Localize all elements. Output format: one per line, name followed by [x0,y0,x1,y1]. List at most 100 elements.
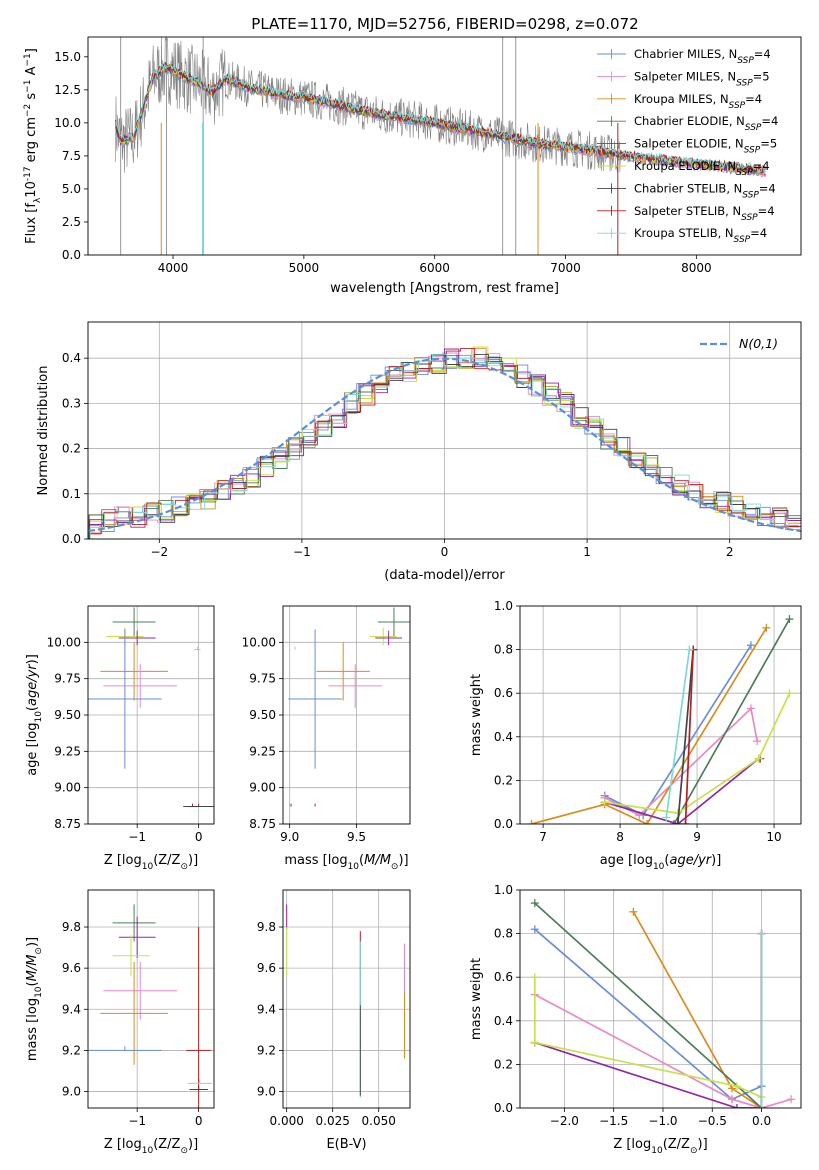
series-chabrier-elodie [673,618,791,824]
x-tick-label: 7 [539,830,547,844]
y-tick-label: 0.0 [62,532,81,546]
label-part: SSP [737,56,754,66]
label-part: mass [log [25,998,40,1061]
axes-frame [282,889,411,1109]
histogram-kroupa-miles [88,347,800,534]
x-tick-label: 10 [766,830,781,844]
y-tick-label: 0.1 [62,487,81,501]
label-part: age [log [600,853,653,868]
x-tick-label: 8000 [681,261,712,275]
y-tick-label: 10.00 [47,635,81,649]
label-part: =4 [754,47,771,61]
label-part: =4 [759,181,776,195]
label-part: ⊙ [180,1146,188,1156]
y-tick-label: 9.75 [54,672,81,686]
x-tick-label: −1.0 [648,1114,677,1128]
axes-frame [282,605,411,825]
label-part: Salpeter ELODIE, N [634,137,744,151]
label-part: ( [25,981,40,986]
label-part: ⊙ [391,862,399,872]
label-part: 10 [142,1146,154,1156]
series-chabrier-stelib [676,649,695,824]
panel-1: 4000 5000 6000 7000 8000 0.0 2.5 5.0 7.5 10.0 12.5… [23,36,802,296]
legend-entry: Kroupa STELIB, NSSP=4 [634,226,767,245]
label-part: −1 [23,80,33,93]
x-axis-label: (data-model)/error [384,568,505,583]
y-tick-label: 9.4 [257,1002,276,1016]
label-part: ( [359,853,364,868]
y-tick-label: 9.25 [54,744,81,758]
label-part: =5 [753,69,770,83]
x-axis-label: mass [log10(M/M⊙)] [284,853,408,872]
series-chabrier-miles [534,928,762,1101]
plot-area [115,37,766,255]
y-tick-label: 5.0 [62,182,81,196]
axes-frame [87,321,802,540]
label-part: Salpeter MILES, N [634,69,736,83]
legend-entry: Salpeter ELODIE, NSSP=5 [634,137,777,156]
label-part: 10 [34,711,44,723]
label-part: age/yr [669,853,712,868]
axes-frame [87,605,215,825]
x-tick-label: −2.0 [550,1114,579,1128]
y-tick-label: 0.8 [494,643,513,657]
legend-entry: Chabrier ELODIE, NSSP=4 [634,114,778,133]
x-tick-label: 0.050 [362,1114,396,1128]
label-part: -17 [23,166,33,181]
histogram-chabrier-miles [88,354,799,532]
x-tick-label: 5000 [289,261,320,275]
y-tick-label: 9.0 [257,1085,276,1099]
y-tick-label: 9.75 [249,672,276,686]
normal-curve [88,357,801,533]
label-part: Salpeter STELIB, N [634,204,741,218]
y-tick-label: 1.0 [494,883,513,897]
y-axis-label: age [log10(age/yr)] [25,654,44,776]
histogram-kroupa-elodie [88,346,801,539]
y-tick-label: 10.0 [54,116,81,130]
x-tick-label: −0.5 [698,1114,727,1128]
y-tick-label: 0.0 [62,248,81,262]
x-tick-label: −2 [150,545,168,559]
label-part: SSP [736,168,753,178]
y-tick-label: 9.6 [62,961,81,975]
label-part: λ [33,197,43,203]
y-tick-label: 8.75 [249,817,276,831]
panel-2: −2 −1 0 1 2 0.0 0.1 0.2 0.3 0.4 (data-model)/error… [36,321,802,583]
label-part: Chabrier STELIB, N [634,181,742,195]
y-tick-label: 0.0 [494,1101,513,1115]
label-part: A [24,66,39,79]
plot-area [520,890,801,1108]
label-part: 10 [142,862,154,872]
label-part: 10 [34,986,44,998]
series-salpeter-miles [534,993,792,1108]
y-tick-label: 9.2 [257,1043,276,1057]
y-tick-label: 9.2 [62,1043,81,1057]
model-spectrum-kroupa-stelib [115,63,766,174]
label-part: =4 [750,226,767,240]
x-tick-label: 0 [195,830,203,844]
y-tick-label: 0.4 [494,730,513,744]
y-tick-label: 0.8 [494,927,513,941]
x-axis-label: wavelength [Angstrom, rest frame] [330,281,559,296]
label-part: ⊙ [34,947,44,955]
label-part: =4 [745,92,762,106]
label-part: Z [log [613,1137,651,1152]
series-salpeter-stelib [684,649,695,824]
y-axis-label: mass [log10(M/M⊙)] [25,937,44,1061]
legend-entry: Kroupa MILES, NSSP=4 [634,92,762,111]
observed-spectrum [115,37,621,173]
label-part: =5 [760,137,777,151]
y-tick-label: 0.3 [62,396,81,410]
x-tick-label: 7000 [550,261,581,275]
label-part: =4 [758,204,775,218]
label-part: mass [log [284,853,347,868]
histogram-salpeter-miles [88,352,800,535]
legend-entry: Kroupa ELODIE, NSSP=4 [634,159,770,178]
y-tick-label: 1.0 [494,599,513,613]
label-part: =4 [753,159,770,173]
y-tick-label: 9.4 [62,1002,81,1016]
series-salpeter-elodie [534,1041,762,1108]
x-tick-label: −1 [128,830,146,844]
y-tick-label: 0.2 [494,1057,513,1071]
